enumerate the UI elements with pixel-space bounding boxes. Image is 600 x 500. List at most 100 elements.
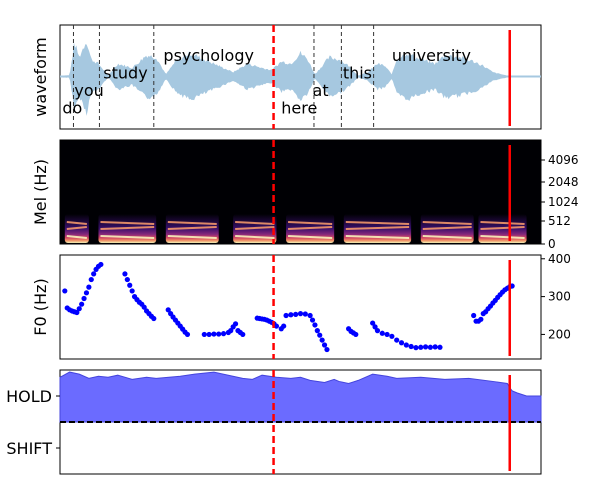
f0-point	[302, 311, 308, 317]
turn-ytick-label: HOLD	[6, 387, 52, 406]
mel-formant-streak	[100, 235, 155, 239]
mel-formant-streak	[345, 226, 410, 230]
mel-formant-streak	[66, 221, 87, 225]
mel-formant-streak	[167, 235, 217, 239]
mel-formant-streak	[288, 235, 333, 239]
f0-point	[129, 288, 135, 294]
mel-formant-streak	[480, 235, 525, 239]
mel-formant-streak	[345, 235, 410, 239]
event-markers	[272, 25, 511, 474]
mel-formant-streak	[235, 226, 275, 230]
pitch-axes-frame	[59, 254, 542, 360]
mel-formant-streak	[345, 221, 410, 225]
f0-point	[432, 344, 438, 350]
f0-point	[314, 328, 320, 334]
pitch-ytick-label: 400	[548, 252, 571, 266]
word-label: at	[313, 81, 329, 100]
waveform-ylabel: waveform	[31, 37, 50, 117]
f0-point	[408, 343, 414, 350]
f0-point	[184, 331, 191, 338]
f0-point	[62, 288, 68, 294]
mel-formant-streak	[100, 221, 155, 225]
pitch-ytick-group: 200 300 400	[541, 252, 571, 341]
f0-point	[321, 342, 328, 348]
mel-ytick-label: 2048	[548, 175, 579, 189]
f0-point	[370, 320, 376, 326]
mel-formant-streak	[422, 226, 472, 230]
f0-point	[124, 276, 130, 283]
f0-point	[151, 315, 157, 322]
pitch-panel: 200 300 400 F0 (Hz)	[31, 252, 571, 360]
mel-spectrogram-panel: 0 512 1024 2048 4096 Mel (Hz)	[31, 139, 579, 251]
pitch-ytick-label: 200	[548, 327, 571, 341]
word-label: psychology	[163, 46, 254, 65]
hold-probability-area	[59, 371, 542, 423]
f0-point	[127, 282, 133, 288]
word-label: you	[74, 81, 103, 100]
f0-point	[398, 340, 405, 346]
mel-formant-streak	[422, 221, 472, 225]
mel-ytick-label: 1024	[548, 195, 579, 209]
f0-point	[319, 337, 325, 343]
f0-point	[91, 271, 97, 277]
f0-point	[312, 322, 318, 328]
f0-point	[307, 312, 313, 319]
f0-point	[288, 312, 294, 318]
f0-point	[384, 331, 390, 338]
f0-point	[427, 344, 433, 350]
f0-point	[98, 261, 104, 268]
mel-formant-streak	[66, 226, 87, 230]
turn-ytick-group: HOLD SHIFT	[6, 387, 60, 458]
mel-formant-streak	[480, 226, 525, 230]
mel-formant-streak	[100, 226, 155, 230]
f0-point	[471, 312, 477, 319]
word-label: university	[392, 46, 471, 65]
f0-point	[309, 317, 316, 323]
mel-formant-streak	[167, 226, 217, 230]
turn-taking-panel: HOLD SHIFT	[6, 369, 542, 475]
f0-point	[317, 332, 323, 338]
turn-plot	[59, 371, 542, 423]
f0-point	[240, 331, 246, 338]
f0-point	[74, 309, 80, 316]
f0-point	[122, 271, 128, 277]
mel-plot	[64, 214, 527, 243]
f0-point	[437, 344, 443, 350]
pitch-ylabel: F0 (Hz)	[31, 278, 50, 335]
mel-formant-streak	[288, 221, 333, 225]
f0-point	[88, 276, 94, 283]
f0-point	[79, 301, 85, 307]
f0-point	[379, 330, 385, 336]
f0-point	[81, 295, 87, 302]
word-label: this	[343, 64, 372, 83]
mel-formant-streak	[167, 221, 217, 225]
f0-point	[283, 312, 289, 319]
mel-formant-streak	[422, 235, 472, 239]
f0-point	[86, 284, 92, 290]
f0-point	[206, 331, 212, 338]
f0-point	[141, 304, 147, 310]
f0-point	[478, 316, 484, 322]
f0-point	[389, 333, 395, 339]
f0-point	[394, 337, 400, 343]
f0-point	[422, 344, 429, 350]
word-label: do	[62, 99, 82, 118]
mel-ytick-label: 512	[548, 214, 571, 228]
f0-point	[418, 344, 424, 350]
mel-formant-streak	[480, 221, 525, 225]
f0-point	[281, 323, 287, 329]
f0-point	[413, 345, 419, 351]
f0-point	[324, 346, 330, 353]
f0-point	[293, 311, 299, 317]
word-label: study	[103, 64, 147, 83]
f0-point	[372, 324, 378, 330]
f0-point	[220, 331, 227, 337]
mel-ytick-label: 0	[548, 237, 556, 251]
mel-ytick-label: 4096	[548, 153, 579, 167]
f0-point	[403, 342, 409, 348]
waveform-envelope	[60, 42, 541, 116]
mel-formant-streak	[235, 221, 275, 225]
pitch-ytick-label: 300	[548, 290, 571, 304]
